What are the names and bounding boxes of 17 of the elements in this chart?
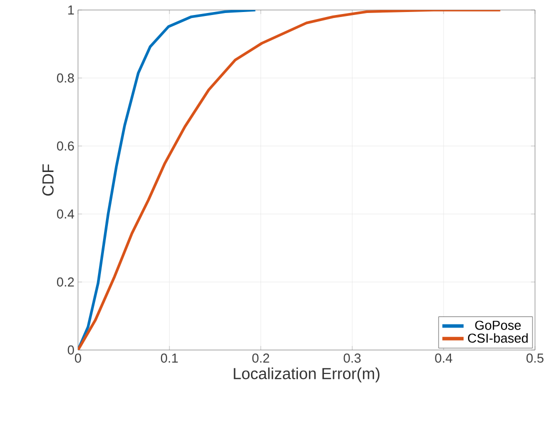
x-tick-label: 0.2 xyxy=(252,354,270,363)
y-tick-label: 0 xyxy=(68,345,74,355)
x-tick-label: 0.3 xyxy=(344,354,361,363)
x-tick-label: 0.4 xyxy=(435,354,452,363)
x-tick-label: 0 xyxy=(74,354,82,363)
y-axis-title: CDF xyxy=(42,164,54,196)
y-tick-label: 0.4 xyxy=(56,209,74,219)
legend-label: CSI-based xyxy=(468,333,528,343)
line-series xyxy=(78,10,257,350)
x-axis-title: Localization Error(m) xyxy=(234,368,380,382)
legend-label: GoPose xyxy=(475,320,521,330)
y-tick-label: 0.6 xyxy=(56,141,74,151)
y-tick-label: 0.8 xyxy=(56,73,74,83)
x-tick-label: 0.1 xyxy=(160,354,178,363)
y-tick-label: 0.2 xyxy=(56,277,74,287)
x-tick-label: 0.5 xyxy=(526,354,544,363)
y-tick-label: 1 xyxy=(68,6,74,14)
